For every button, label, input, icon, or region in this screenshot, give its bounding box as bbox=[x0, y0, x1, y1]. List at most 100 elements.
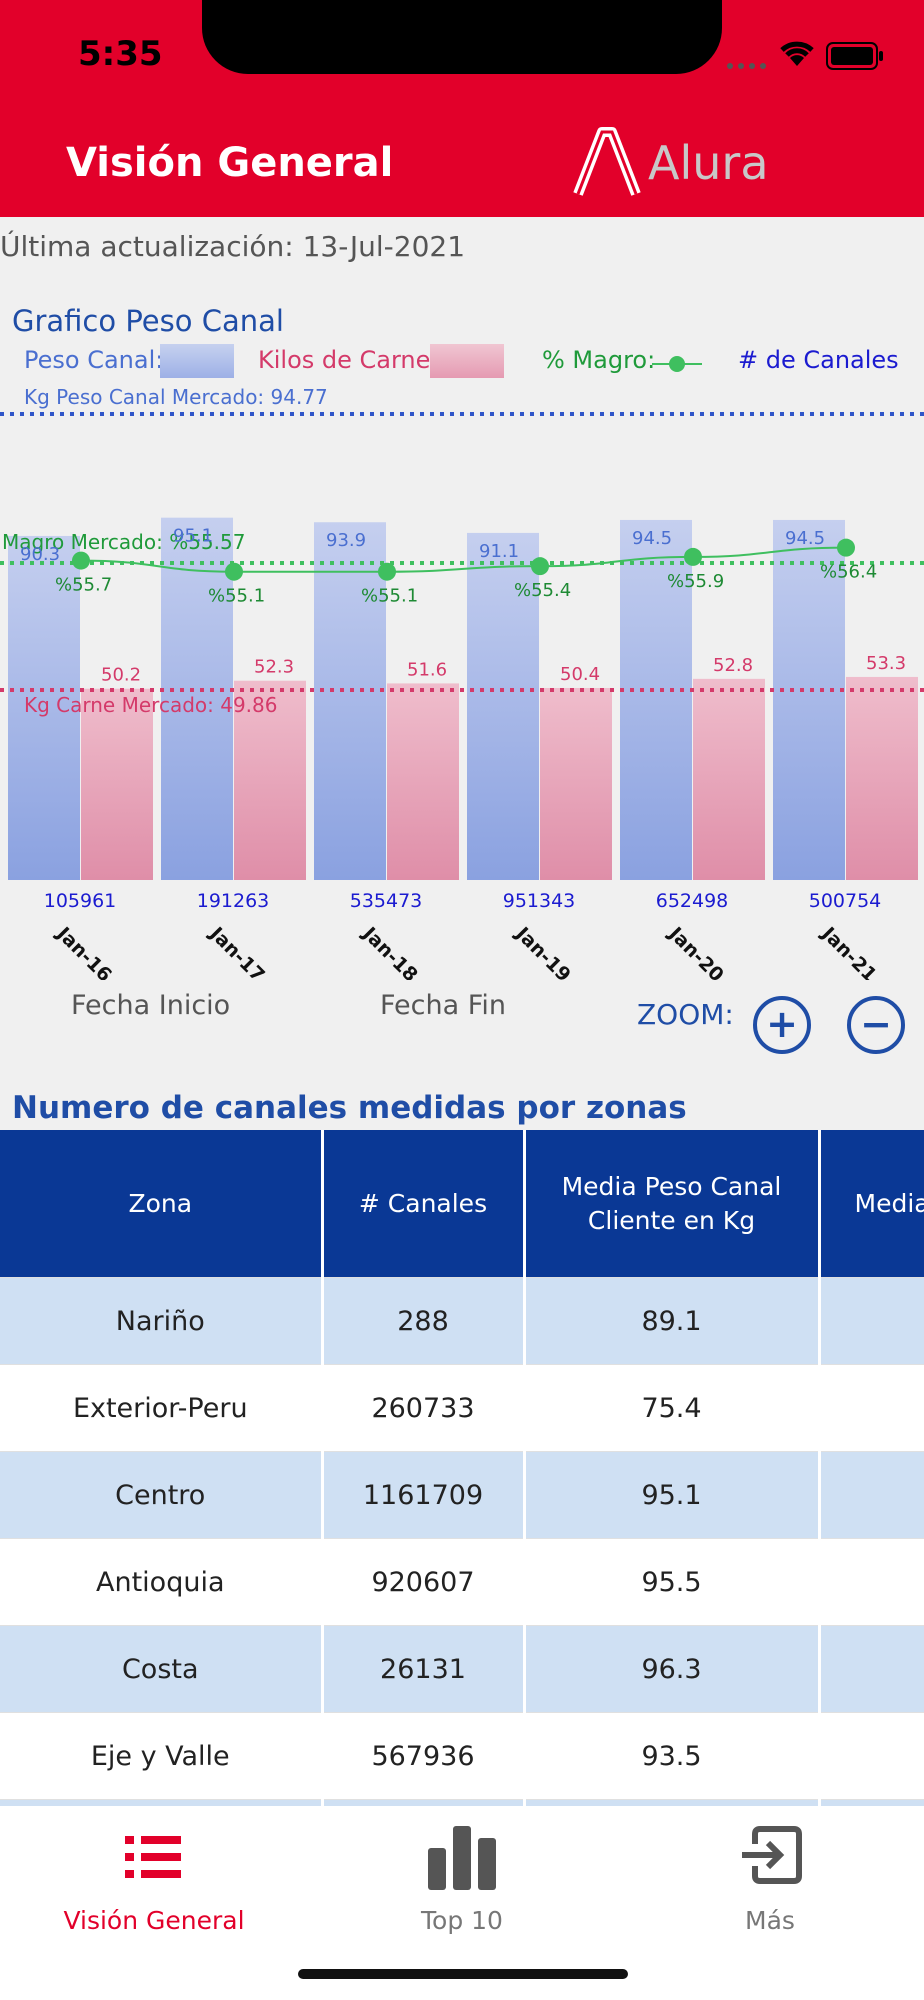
col-header-zona: Zona bbox=[0, 1130, 324, 1278]
bar-label-carne: 50.2 bbox=[101, 665, 141, 686]
magro-point bbox=[837, 538, 855, 557]
cell-media-partial: 5 bbox=[819, 1625, 924, 1713]
cell-zona bbox=[0, 1799, 324, 1806]
cell-zona: Antioquia bbox=[0, 1538, 324, 1626]
legend-peso-canal: Peso Canal: bbox=[24, 346, 164, 374]
device-notch bbox=[202, 0, 722, 74]
home-indicator bbox=[298, 1969, 628, 1979]
table-section-title: Numero de canales medidas por zonas bbox=[12, 1090, 687, 1126]
bar-label-peso: 91.1 bbox=[479, 541, 519, 562]
bar-peso-canal bbox=[620, 519, 692, 880]
bar-label-carne: 52.8 bbox=[713, 655, 753, 676]
col-header-media-peso-canal: Media Peso Canal Cliente en Kg bbox=[524, 1130, 821, 1278]
table-row[interactable] bbox=[0, 1799, 924, 1806]
fecha-inicio-button[interactable]: Fecha Inicio bbox=[71, 990, 231, 1021]
cell-canales: 920607 bbox=[322, 1538, 526, 1626]
chart-title: Grafico Peso Canal bbox=[12, 304, 284, 338]
cell-media-peso bbox=[524, 1799, 821, 1806]
x-tick-label: Jan-18 bbox=[357, 922, 422, 980]
cell-media-partial bbox=[819, 1799, 924, 1806]
cell-media-peso: 96.3 bbox=[524, 1625, 821, 1713]
bar-label-carne: 53.3 bbox=[866, 653, 906, 674]
legend-canales: # de Canales bbox=[738, 346, 899, 374]
bar-label-carne: 50.4 bbox=[560, 664, 600, 685]
magro-point bbox=[531, 557, 549, 576]
bar-label-carne: 52.3 bbox=[254, 657, 294, 678]
col-header-canales: # Canales bbox=[322, 1130, 526, 1278]
brand-logo-icon bbox=[573, 127, 641, 196]
tab-vision-general[interactable]: Visión General bbox=[0, 1806, 308, 1946]
fecha-fin-button[interactable]: Fecha Fin bbox=[380, 990, 506, 1021]
table-header-row: Zona # Canales Media Peso Canal Cliente … bbox=[0, 1130, 924, 1278]
plus-icon: + bbox=[766, 1002, 798, 1046]
brand-name: Alura bbox=[648, 136, 769, 190]
magro-label: %55.1 bbox=[361, 586, 418, 607]
bar-kilos-carne bbox=[846, 676, 918, 880]
tab-mas[interactable]: Más bbox=[616, 1806, 924, 1946]
magro-line bbox=[80, 546, 847, 573]
cell-zona: Eje y Valle bbox=[0, 1712, 324, 1800]
cell-canales bbox=[322, 1799, 526, 1806]
app-header: 5:35 Visión General Alura bbox=[0, 0, 924, 217]
col-header-media-partial: Media P M bbox=[819, 1130, 924, 1278]
cell-zona: Costa bbox=[0, 1625, 324, 1713]
tab-label: Más bbox=[745, 1906, 795, 1935]
zoom-in-button[interactable]: + bbox=[753, 996, 811, 1054]
x-tick-label: Jan-19 bbox=[510, 922, 575, 980]
cell-zona: Exterior-Peru bbox=[0, 1364, 324, 1452]
battery-icon bbox=[826, 42, 883, 70]
legend-magro: % Magro: bbox=[542, 346, 656, 374]
tab-label: Visión General bbox=[63, 1906, 245, 1935]
list-icon bbox=[125, 1836, 181, 1878]
cell-media-partial: 5 bbox=[819, 1364, 924, 1452]
x-tick-label: Jan-20 bbox=[663, 922, 728, 980]
zoom-out-button[interactable]: − bbox=[847, 996, 905, 1054]
magro-label: %55.4 bbox=[514, 580, 571, 601]
zones-table[interactable]: Zona # Canales Media Peso Canal Cliente … bbox=[0, 1130, 924, 1806]
cell-canales: 1161709 bbox=[322, 1451, 526, 1539]
bar-label-peso: 90.3 bbox=[20, 544, 60, 565]
cell-media-partial: 5 bbox=[819, 1538, 924, 1626]
magro-label: %55.7 bbox=[55, 575, 112, 596]
ref-label-carne-mercado: Kg Carne Mercado: 49.86 bbox=[24, 693, 277, 717]
sign-in-icon bbox=[742, 1826, 802, 1884]
bar-label-peso: 94.5 bbox=[785, 528, 825, 549]
magro-label: %56.4 bbox=[820, 562, 877, 583]
magro-label: %55.9 bbox=[667, 571, 724, 592]
canales-count: 535473 bbox=[350, 890, 423, 912]
canales-count: 191263 bbox=[197, 890, 270, 912]
legend-carne-swatch bbox=[430, 344, 504, 378]
bar-chart-icon bbox=[428, 1826, 496, 1890]
bar-peso-canal bbox=[314, 522, 386, 880]
ref-label-peso-mercado: Kg Peso Canal Mercado: 94.77 bbox=[24, 385, 328, 409]
bar-label-peso: 94.5 bbox=[632, 528, 672, 549]
status-time: 5:35 bbox=[78, 34, 163, 74]
bar-peso-canal bbox=[8, 535, 80, 880]
cell-media-partial: 5 bbox=[819, 1712, 924, 1800]
x-tick-label: Jan-17 bbox=[204, 922, 269, 980]
bar-kilos-carne bbox=[234, 680, 306, 880]
tab-label: Top 10 bbox=[421, 1906, 503, 1935]
cell-media-partial: 5 bbox=[819, 1451, 924, 1539]
bar-kilos-carne bbox=[81, 688, 153, 880]
bar-kilos-carne bbox=[540, 687, 612, 880]
bar-peso-canal bbox=[773, 519, 845, 880]
tab-top-10[interactable]: Top 10 bbox=[308, 1806, 616, 1946]
magro-point bbox=[225, 562, 243, 581]
page-title: Visión General bbox=[66, 140, 394, 186]
magro-point bbox=[378, 562, 396, 581]
cell-canales: 260733 bbox=[322, 1364, 526, 1452]
signal-icon bbox=[727, 63, 766, 69]
canales-count: 500754 bbox=[809, 890, 882, 912]
legend-kilos-carne: Kilos de Carne: bbox=[258, 346, 439, 374]
cell-media-peso: 95.5 bbox=[524, 1538, 821, 1626]
cell-zona: Centro bbox=[0, 1451, 324, 1539]
wifi-icon bbox=[780, 41, 814, 66]
magro-label: %55.1 bbox=[208, 586, 265, 607]
